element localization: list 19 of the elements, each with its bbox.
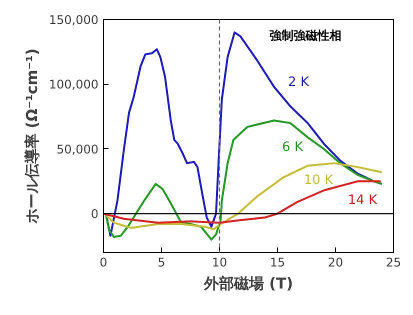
- y-tick-label: 0: [90, 207, 99, 222]
- y-tick-label: 150,000: [48, 13, 98, 27]
- x-tick-label: 0: [100, 256, 108, 270]
- series-label: 14 K: [348, 193, 378, 208]
- line-series: [104, 119, 383, 241]
- x-tick-label: 5: [158, 256, 166, 270]
- y-tick-label: 100,000: [48, 78, 98, 92]
- series-label: 6 K: [282, 140, 304, 155]
- x-axis-title: 外部磁場 (T): [202, 274, 294, 292]
- series-label: 2 K: [288, 75, 310, 90]
- line-series: [104, 162, 383, 230]
- x-tick-label: 15: [270, 256, 286, 270]
- y-tick-label: 50,000: [56, 142, 99, 156]
- y-axis-title: ホール伝導率 (Ω⁻¹cm⁻¹): [22, 48, 41, 225]
- series-label: 10 K: [304, 173, 334, 188]
- x-tick-label: 25: [386, 256, 402, 270]
- annotation: 強制強磁性相: [270, 28, 342, 42]
- x-tick-label: 20: [328, 256, 344, 270]
- x-tick-label: 10: [212, 256, 228, 270]
